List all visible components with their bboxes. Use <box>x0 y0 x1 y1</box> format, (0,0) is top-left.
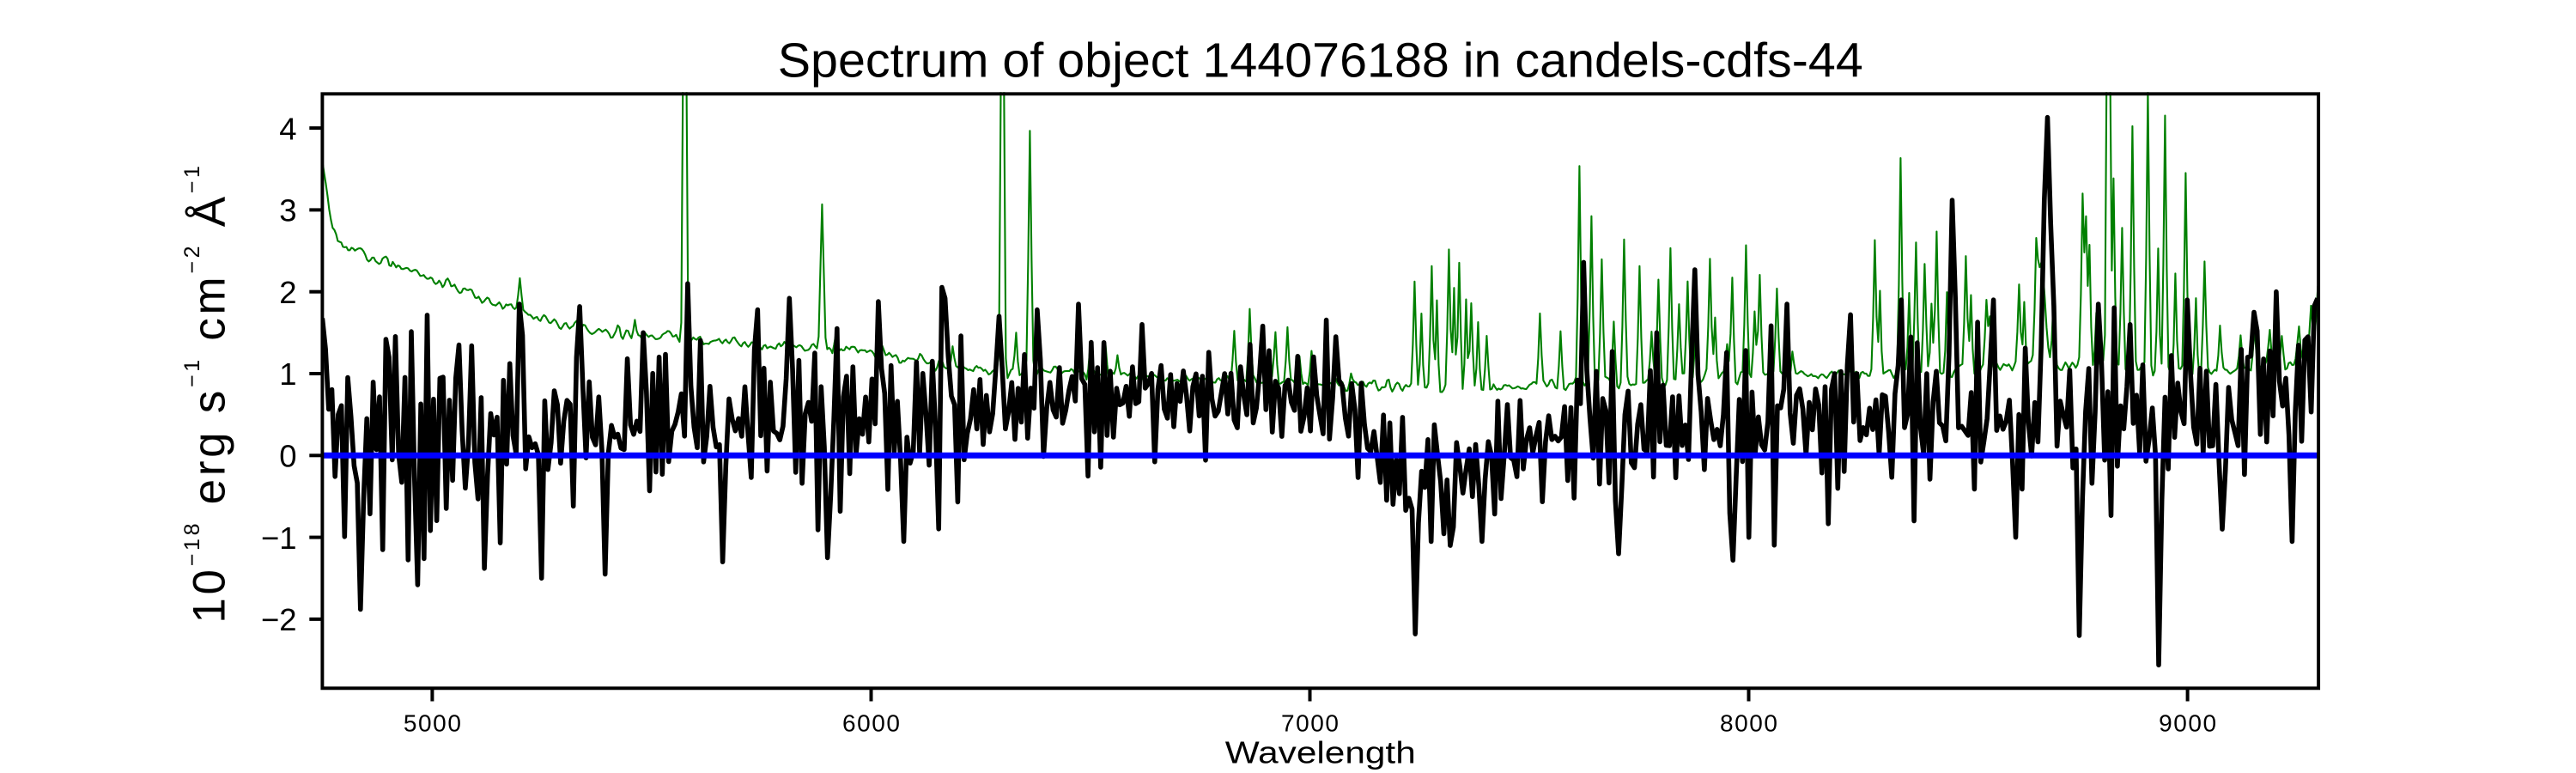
svg-text:Wavelength: Wavelength <box>1225 735 1416 770</box>
svg-text:2: 2 <box>279 275 296 310</box>
svg-text:6000: 6000 <box>842 709 900 736</box>
svg-text:0: 0 <box>279 439 296 474</box>
svg-text:9000: 9000 <box>2159 709 2216 736</box>
svg-text:Spectrum of object 144076188 i: Spectrum of object 144076188 in candels-… <box>778 33 1863 88</box>
svg-text:8000: 8000 <box>1720 709 1777 736</box>
svg-text:7000: 7000 <box>1281 709 1339 736</box>
svg-text:1: 1 <box>279 356 296 392</box>
svg-text:−1: −1 <box>261 520 297 556</box>
svg-text:5000: 5000 <box>404 709 461 736</box>
svg-text:3: 3 <box>279 193 296 228</box>
svg-text:4: 4 <box>279 111 296 146</box>
svg-text:−2: −2 <box>261 602 297 637</box>
